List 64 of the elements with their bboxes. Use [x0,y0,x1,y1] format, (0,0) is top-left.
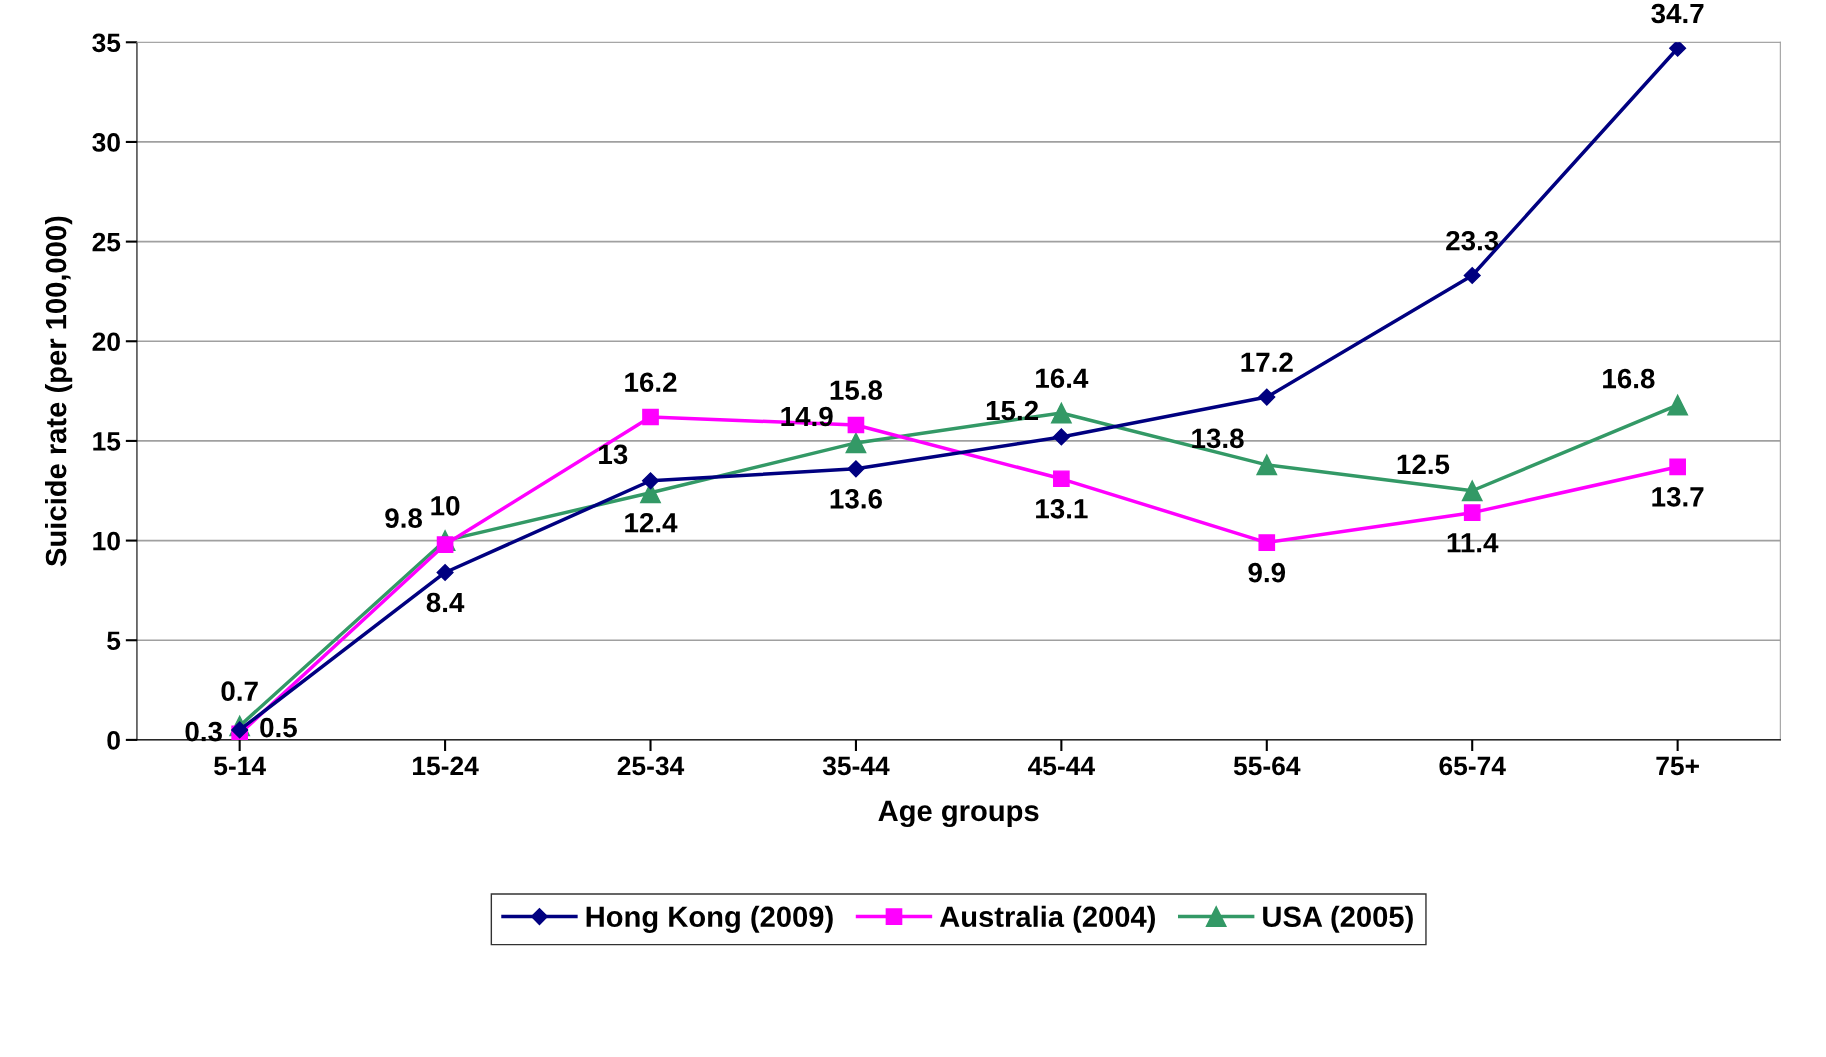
data-label: 13.8 [1192,428,1244,449]
data-label: 13.7 [1652,487,1704,507]
point [1052,428,1070,446]
data-label: 23.3 [1446,230,1499,251]
point [1463,266,1481,285]
point [845,432,867,454]
point [1053,470,1070,488]
x-tick-label: 65-74 [1439,756,1506,776]
x-tick-label: 25-34 [617,756,685,776]
x-tick-label: 75+ [1656,756,1699,776]
point [1463,504,1481,522]
point [847,416,865,434]
data-label: 12.4 [625,512,678,533]
data-label: 10 [431,495,460,516]
legend-label: USA (2005) [1263,905,1413,933]
point [641,472,660,490]
point [1669,458,1686,476]
data-label: 8.4 [426,592,465,613]
y-tick-label: 35 [92,33,121,53]
data-label: 0.7 [221,681,258,702]
point [1050,402,1072,424]
point [1256,454,1278,476]
point [1461,480,1483,502]
y-tick-label: 15 [93,432,121,451]
x-tick-label: 5-14 [214,756,266,776]
point [1667,394,1689,416]
y-tick-label: 30 [92,133,120,152]
x-tick-label: 35-44 [822,756,890,776]
legend-label: Australia (2004) [939,905,1155,933]
data-label: 34.7 [1651,3,1704,24]
x-tick-label: 55-64 [1233,756,1301,776]
data-label: 9.8 [385,508,423,528]
data-label: 12.5 [1397,454,1450,475]
data-label: 14.9 [781,406,833,427]
data-label: 13.6 [830,489,882,509]
data-label: 9.9 [1248,562,1286,583]
y-tick-label: 25 [92,232,121,252]
data-label: 0.5 [260,717,297,738]
y-tick-label: 10 [93,531,120,551]
point [847,460,865,478]
data-label: 16.2 [625,372,677,393]
legend-label: Hong Kong (2009) [586,905,833,933]
data-label: 13 [599,444,628,465]
y-tick-label: 0 [107,731,120,750]
point [1669,42,1687,57]
point [1258,388,1276,406]
y-axis-title: Suicide rate (per 100,000) [45,216,73,567]
x-tick-label: 45-44 [1028,756,1095,776]
data-label: 0.3 [185,721,222,742]
data-label: 15.8 [830,380,883,401]
data-label: 15.2 [986,400,1039,421]
point [436,536,454,553]
point [436,563,454,582]
data-label: 11.4 [1447,533,1499,553]
data-label: 13.1 [1036,498,1088,519]
point [1258,534,1276,551]
data-label: 16.8 [1603,368,1655,389]
y-tick-label: 20 [92,332,120,352]
x-axis-title: Age groups [878,800,1039,828]
x-tick-label: 15-24 [413,756,479,776]
data-label: 16.4 [1036,368,1089,389]
y-tick-label: 5 [107,631,121,651]
data-label: 17.2 [1241,352,1293,372]
point [642,408,659,426]
